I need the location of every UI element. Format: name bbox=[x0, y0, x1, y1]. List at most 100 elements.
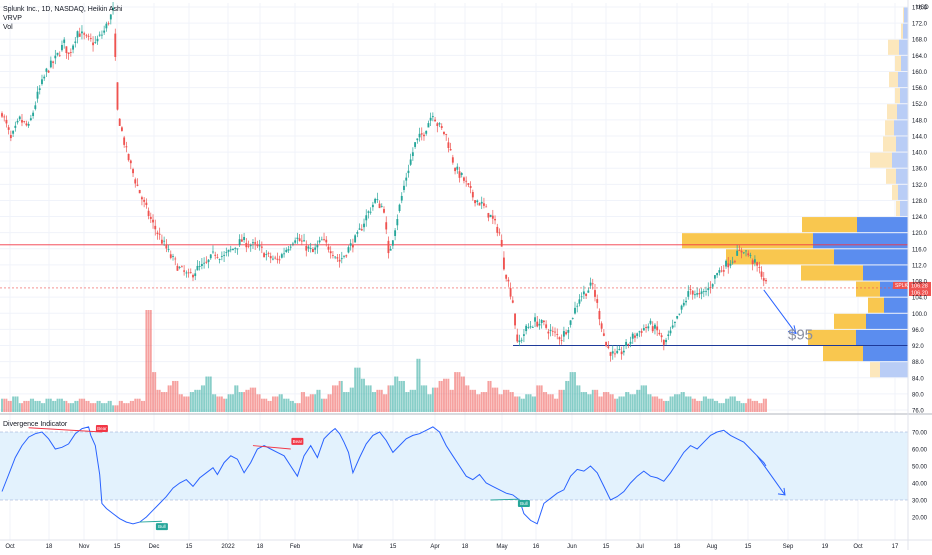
candle-body bbox=[742, 252, 745, 254]
volume-profile-down bbox=[802, 217, 857, 233]
volume-bar bbox=[520, 398, 523, 412]
candle-body bbox=[154, 225, 157, 230]
volume-bar bbox=[249, 387, 252, 412]
candle-body bbox=[509, 288, 512, 297]
candle-body bbox=[647, 326, 650, 329]
volume-bar bbox=[87, 400, 90, 412]
volume-bar bbox=[456, 372, 459, 412]
candle-body bbox=[423, 134, 425, 137]
volume-bar bbox=[192, 392, 194, 412]
candle-body bbox=[736, 250, 739, 256]
volume-bar bbox=[742, 403, 745, 412]
candle-body bbox=[556, 334, 559, 335]
volume-bar bbox=[334, 385, 337, 412]
volume-bar bbox=[160, 392, 163, 412]
volume-bar bbox=[491, 387, 494, 412]
volume-bar bbox=[674, 394, 676, 412]
candle-body bbox=[307, 246, 310, 249]
volume-bar bbox=[25, 400, 28, 412]
volume-bar bbox=[229, 394, 232, 412]
current-price-tag-label: 106.28 bbox=[911, 283, 928, 289]
volume-bar bbox=[38, 400, 41, 412]
volume-bar bbox=[385, 394, 388, 412]
candle-body bbox=[209, 254, 212, 259]
indicator-vol-label[interactable]: Vol bbox=[3, 24, 13, 31]
candle-body bbox=[614, 353, 616, 355]
candle-body bbox=[391, 240, 394, 246]
volume-profile-down bbox=[682, 233, 813, 249]
volume-bar bbox=[311, 394, 314, 412]
candle-body bbox=[620, 351, 623, 355]
current-price-tag bbox=[909, 288, 931, 296]
divergence-axis-label: 60.00 bbox=[912, 448, 928, 454]
volume-bar bbox=[558, 389, 561, 412]
divergence-axis-label: 20.00 bbox=[912, 516, 928, 522]
indicator-vrvp-label[interactable]: VRVP bbox=[3, 15, 22, 22]
volume-bar bbox=[487, 380, 490, 412]
volume-bar bbox=[336, 385, 339, 412]
volume-profile-down bbox=[895, 88, 900, 104]
volume-bar bbox=[127, 403, 130, 412]
divergence-tag-label: Bear bbox=[97, 426, 107, 431]
price-axis-label: 176.0 bbox=[912, 6, 928, 12]
divergence-indicator-title[interactable]: Divergence Indicator bbox=[3, 421, 68, 428]
volume-bar bbox=[418, 358, 421, 412]
candle-body bbox=[731, 261, 734, 263]
candle-body bbox=[347, 247, 350, 253]
volume-profile-up bbox=[834, 249, 908, 265]
volume-bar bbox=[1, 398, 3, 412]
price-axis-label: 100.0 bbox=[912, 312, 928, 318]
volume-bar bbox=[85, 400, 88, 412]
candle-body bbox=[525, 325, 528, 332]
volume-bar bbox=[716, 400, 719, 412]
volume-bar bbox=[596, 389, 599, 412]
candle-body bbox=[74, 41, 77, 43]
volume-bar bbox=[103, 403, 106, 412]
volume-profile-down bbox=[885, 120, 894, 136]
candle-body bbox=[551, 330, 554, 332]
divergence-band bbox=[0, 431, 908, 501]
candle-body bbox=[733, 261, 736, 263]
volume-bar bbox=[363, 378, 365, 412]
divergence-segment bbox=[139, 520, 162, 523]
volume-bar bbox=[423, 385, 425, 412]
candle-body bbox=[67, 52, 70, 55]
candle-body bbox=[220, 256, 223, 257]
volume-bar bbox=[549, 394, 552, 412]
candle-body bbox=[149, 216, 152, 219]
time-axis-label: 15 bbox=[603, 544, 610, 550]
candle-body bbox=[609, 352, 612, 356]
volume-bar bbox=[347, 392, 350, 412]
volume-bar bbox=[554, 398, 556, 412]
candle-body bbox=[285, 249, 288, 253]
volume-bar bbox=[594, 389, 596, 412]
time-axis-label: Sep bbox=[783, 544, 794, 550]
volume-bar bbox=[54, 400, 57, 412]
volume-bar bbox=[371, 392, 374, 412]
volume-bar bbox=[109, 400, 112, 412]
divergence-segment bbox=[252, 445, 291, 450]
candle-body bbox=[356, 232, 359, 234]
volume-profile-down bbox=[868, 297, 884, 313]
candle-body bbox=[61, 44, 63, 51]
volume-bar bbox=[713, 400, 716, 412]
candle-body bbox=[280, 254, 283, 258]
candle-body bbox=[398, 204, 401, 212]
price-axis-label: 80.0 bbox=[912, 392, 924, 398]
volume-bar bbox=[571, 372, 574, 412]
volume-bar bbox=[258, 394, 261, 412]
candle-body bbox=[163, 240, 166, 242]
candle-body bbox=[527, 327, 530, 328]
volume-bar bbox=[338, 380, 341, 412]
candle-body bbox=[76, 31, 79, 38]
candle-body bbox=[585, 293, 588, 296]
volume-bar bbox=[753, 400, 756, 412]
candle-body bbox=[87, 35, 90, 37]
volume-bar bbox=[658, 398, 661, 412]
volume-bar bbox=[745, 403, 747, 412]
candle-body bbox=[707, 288, 710, 291]
volume-bar bbox=[485, 392, 488, 412]
volume-bar bbox=[667, 400, 670, 412]
